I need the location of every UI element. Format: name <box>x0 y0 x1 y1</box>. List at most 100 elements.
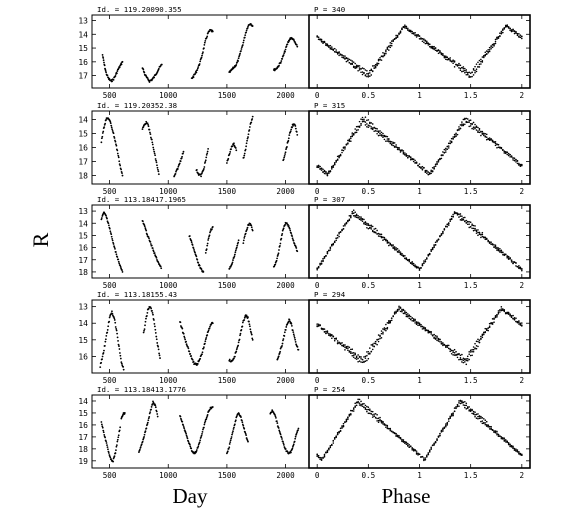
data-point <box>245 434 248 437</box>
data-point <box>287 137 290 140</box>
data-point <box>354 211 356 214</box>
data-point <box>408 260 411 263</box>
data-point <box>458 400 460 402</box>
data-point <box>494 244 497 246</box>
data-point <box>516 449 519 451</box>
data-point <box>341 149 343 151</box>
data-point <box>280 237 283 240</box>
data-point <box>275 420 278 423</box>
data-point <box>491 243 494 246</box>
data-point <box>465 117 468 120</box>
data-point <box>373 231 375 234</box>
data-point <box>279 347 282 350</box>
data-point <box>481 333 484 336</box>
data-point <box>431 334 434 336</box>
data-point <box>275 259 278 262</box>
data-point <box>231 433 233 436</box>
data-point <box>108 316 111 319</box>
data-point <box>115 253 118 256</box>
data-point <box>434 49 437 52</box>
data-point <box>196 258 199 261</box>
data-point <box>461 70 463 73</box>
data-point <box>483 56 485 59</box>
day-tick-label: 1000 <box>159 281 178 290</box>
data-point <box>116 256 119 258</box>
data-point <box>328 170 330 172</box>
data-point <box>326 174 329 176</box>
data-point <box>233 256 235 259</box>
data-point <box>355 65 358 68</box>
data-point <box>519 36 522 39</box>
data-point <box>449 350 451 353</box>
data-point <box>114 75 117 77</box>
data-point <box>386 321 389 324</box>
period-label: P = 254 <box>314 385 346 394</box>
data-point <box>388 140 390 143</box>
data-point <box>347 57 349 60</box>
data-point <box>325 332 327 334</box>
data-point <box>369 72 371 74</box>
data-point <box>317 323 320 326</box>
id-label: Id. = 113.18413.1776 <box>97 385 186 394</box>
phase-tick-label: 2 <box>520 471 525 480</box>
data-point <box>323 169 326 172</box>
data-point <box>146 421 149 424</box>
data-point <box>474 347 476 350</box>
data-point <box>471 227 473 230</box>
data-point <box>367 72 370 75</box>
data-point <box>405 257 408 259</box>
data-point <box>436 162 438 164</box>
data-point <box>114 321 117 324</box>
data-point <box>335 51 337 54</box>
data-point <box>458 405 460 407</box>
data-point <box>357 69 359 72</box>
data-point <box>383 138 386 141</box>
data-point <box>329 246 332 249</box>
data-point <box>376 417 378 420</box>
data-point <box>209 408 211 411</box>
data-point <box>274 414 276 416</box>
data-point <box>477 61 479 64</box>
data-point <box>502 308 504 310</box>
data-point <box>442 343 444 345</box>
data-point <box>468 351 470 353</box>
data-point <box>238 338 241 341</box>
data-point <box>282 444 285 446</box>
data-point <box>399 149 402 152</box>
data-point <box>464 216 466 219</box>
data-point <box>118 66 121 69</box>
data-point <box>344 148 346 150</box>
data-point <box>484 238 487 241</box>
data-point <box>238 54 241 57</box>
data-point <box>371 416 374 418</box>
data-point <box>475 344 478 347</box>
data-point <box>244 232 247 235</box>
data-point <box>404 311 406 314</box>
data-point <box>367 223 370 225</box>
day-tick-label: 2000 <box>276 91 295 100</box>
data-point <box>351 212 354 215</box>
data-point <box>297 429 299 432</box>
data-point <box>151 311 154 314</box>
data-point <box>398 32 400 35</box>
data-point <box>464 67 466 70</box>
data-point <box>364 360 367 363</box>
data-point <box>402 26 405 29</box>
data-point <box>477 415 479 418</box>
data-point <box>439 340 441 343</box>
id-label: Id. = 119.20090.355 <box>97 5 182 14</box>
data-point <box>478 63 481 66</box>
data-point <box>329 446 332 449</box>
data-point <box>154 404 157 407</box>
data-point <box>411 261 413 263</box>
data-point <box>519 266 522 269</box>
data-point <box>279 61 282 64</box>
data-point <box>386 427 389 430</box>
data-point <box>350 137 352 140</box>
data-point <box>494 144 497 147</box>
data-point <box>513 318 516 321</box>
data-point <box>493 318 495 320</box>
data-point <box>466 73 469 76</box>
data-point <box>496 432 498 434</box>
phase-frame <box>308 299 531 374</box>
